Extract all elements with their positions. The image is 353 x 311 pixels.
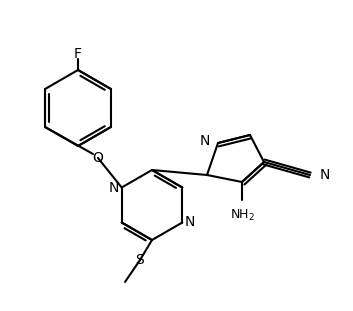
Text: N: N bbox=[108, 180, 119, 194]
Text: N: N bbox=[320, 168, 330, 182]
Text: O: O bbox=[92, 151, 103, 165]
Text: NH$_2$: NH$_2$ bbox=[229, 208, 255, 223]
Text: N: N bbox=[185, 216, 196, 230]
Text: N: N bbox=[200, 134, 210, 148]
Text: S: S bbox=[136, 253, 144, 267]
Text: F: F bbox=[74, 47, 82, 61]
